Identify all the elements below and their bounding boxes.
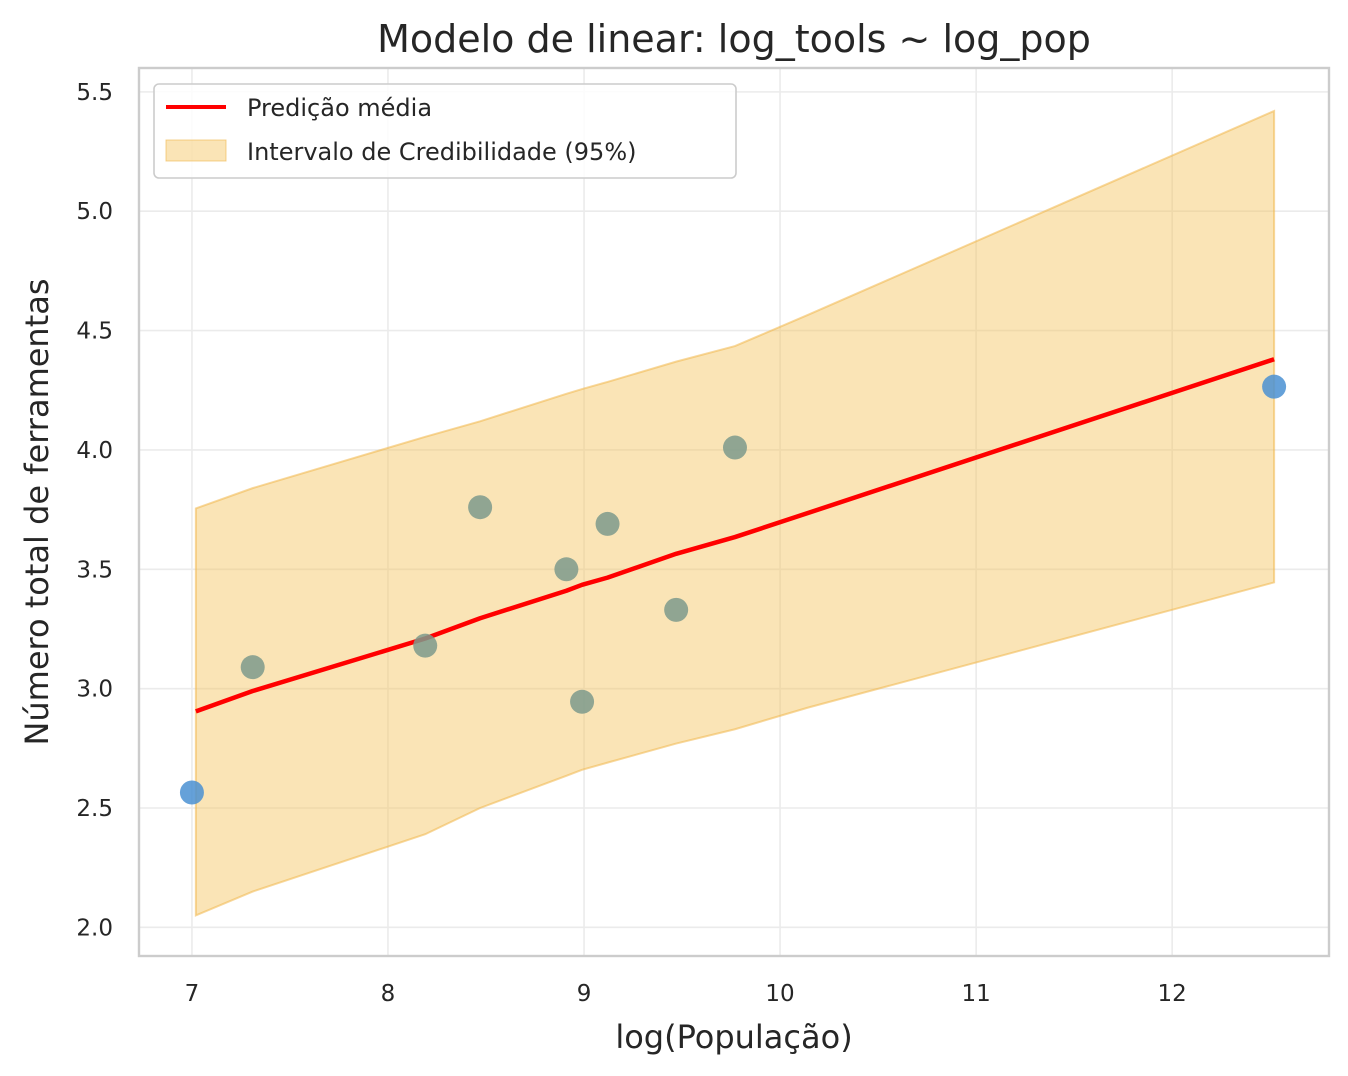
x-tick-label: 11 [961, 981, 990, 1007]
plot-frame [137, 66, 1331, 958]
legend-line-label: Predição média [247, 94, 432, 122]
y-tick-label: 3.5 [76, 557, 113, 583]
x-tick-label: 7 [185, 981, 200, 1007]
x-tick-label: 9 [577, 981, 592, 1007]
data-point [554, 557, 579, 582]
data-point [722, 435, 747, 460]
legend-band-swatch [165, 139, 227, 162]
y-tick-label: 5.5 [76, 80, 113, 106]
x-ticks: 7 8 9 10 11 12 [185, 981, 1187, 1007]
legend-box [153, 83, 737, 179]
data-point [179, 780, 204, 805]
data-point [240, 655, 265, 680]
data-point [1262, 374, 1287, 399]
data-point [595, 511, 620, 536]
y-tick-label: 2.5 [76, 796, 113, 822]
data-point [570, 689, 595, 714]
x-tick-label: 8 [381, 981, 396, 1007]
legend-band-label: Intervalo de Credibilidade (95%) [247, 138, 637, 166]
y-tick-label: 5.0 [76, 199, 113, 225]
x-tick-label: 12 [1158, 981, 1187, 1007]
y-ticks: 2.0 2.5 3.0 3.5 4.0 4.5 5.0 5.5 [76, 80, 113, 941]
y-tick-label: 4.0 [76, 438, 113, 464]
y-tick-label: 4.5 [76, 319, 113, 345]
x-tick-label: 10 [765, 981, 794, 1007]
y-tick-label: 2.0 [76, 915, 113, 941]
data-point [413, 633, 438, 658]
data-point [664, 597, 689, 622]
y-tick-label: 3.0 [76, 677, 113, 703]
data-points [179, 374, 1287, 805]
credible-interval-band [194, 109, 1276, 917]
legend: Predição média Intervalo de Credibilidad… [153, 83, 737, 179]
y-axis-label: Número total de ferramentas [18, 278, 56, 745]
mean-prediction-line [195, 357, 1275, 714]
data-point [468, 495, 493, 520]
x-axis-label: log(População) [615, 1018, 852, 1056]
chart-title: Modelo de linear: log_tools ~ log_pop [377, 17, 1091, 61]
